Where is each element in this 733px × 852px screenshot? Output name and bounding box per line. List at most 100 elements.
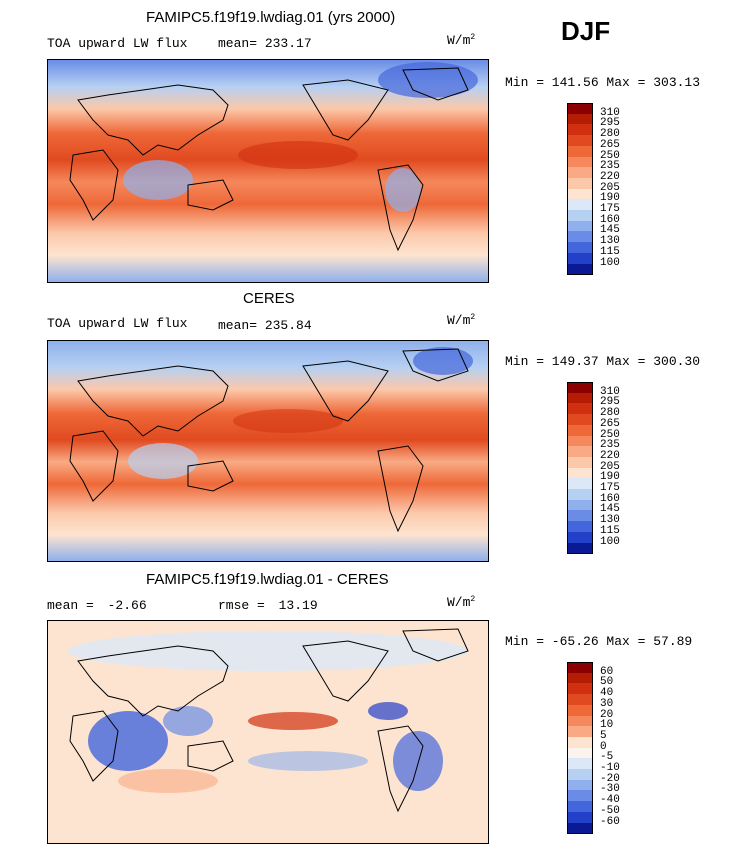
colorbar-cell [567, 124, 593, 136]
panel2-greenland-low [413, 347, 473, 375]
colorbar-cell [567, 790, 593, 802]
panel2-pacific-high [233, 409, 343, 433]
panel2-units-sup: 2 [470, 313, 476, 322]
colorbar-cell [567, 531, 593, 543]
colorbar-level-label: 265 [600, 417, 620, 430]
panel1-mean-label: mean= [218, 36, 258, 51]
panel2-title: CERES [243, 290, 295, 307]
panel3-mean-label: mean = [47, 598, 94, 613]
panel2-mean: mean= 235.84 [218, 318, 312, 333]
panel1-mean: mean= 233.17 [218, 36, 312, 51]
colorbar-cell [567, 467, 593, 479]
colorbar-cell [567, 736, 593, 749]
colorbar-cell [567, 188, 593, 200]
panel1-subtitle: TOA upward LW flux [47, 36, 188, 51]
colorbar-level-label: 10 [600, 719, 614, 732]
colorbar-level-label: 190 [600, 192, 620, 205]
colorbar-level-label: 205 [600, 460, 620, 473]
panel2-map [47, 340, 489, 562]
panel3-rmse: rmse = 13.19 [218, 598, 318, 613]
panel2-map-svg [48, 341, 488, 561]
colorbar-cell [567, 801, 593, 813]
panel1-map [47, 59, 489, 283]
panel3-rmse-value: 13.19 [278, 598, 318, 613]
colorbar-cell [567, 694, 593, 706]
panel1-units-sup: 2 [470, 33, 476, 42]
colorbar-level-label: 100 [600, 535, 620, 548]
panel3-central-low [368, 702, 408, 720]
colorbar-level-label: 295 [600, 117, 620, 130]
colorbar-level-label: 160 [600, 213, 620, 226]
panel1-minmax: Min = 141.56 Max = 303.13 [505, 75, 701, 90]
colorbar-cell [567, 113, 593, 125]
colorbar-cell [567, 662, 593, 674]
colorbar-cell [567, 199, 593, 211]
panel3-amazon-low [393, 731, 443, 791]
colorbar-level-label: -50 [600, 804, 620, 817]
colorbar-cell [567, 103, 593, 115]
panel2-mean-label: mean= [218, 318, 258, 333]
colorbar-level-label: -30 [600, 783, 620, 796]
colorbar-cell [567, 263, 593, 275]
colorbar-level-label: -40 [600, 794, 620, 807]
colorbar-cell [567, 231, 593, 243]
colorbar-cell [567, 435, 593, 447]
colorbar-level-label: 265 [600, 138, 620, 151]
panel1-maritime-low [123, 160, 193, 200]
colorbar-level-label: 250 [600, 149, 620, 162]
colorbar-level-label: 145 [600, 503, 620, 516]
panel3-indian-low [163, 706, 213, 736]
colorbar-level-label: 220 [600, 170, 620, 183]
panel1-pacific-high [238, 141, 358, 169]
panel1-mean-value: 233.17 [264, 36, 312, 51]
colorbar-cell [567, 521, 593, 533]
colorbar-level-label: 280 [600, 407, 620, 420]
colorbar-level-label: 130 [600, 235, 620, 248]
colorbar-cell [567, 392, 593, 404]
panel1-colorbar: 310 295 280 265 250 235 220 205 190 175 160 145 130 1… [567, 103, 637, 275]
colorbar-cell [567, 758, 593, 770]
colorbar-cell [567, 252, 593, 264]
colorbar-cell [567, 177, 593, 190]
colorbar-level-label: 220 [600, 449, 620, 462]
colorbar-cell [567, 167, 593, 179]
colorbar-cell [567, 489, 593, 501]
panel3-map [47, 620, 489, 844]
colorbar-level-label: 130 [600, 514, 620, 527]
colorbar-level-label: 280 [600, 128, 620, 141]
panel3-africa-low [88, 711, 168, 771]
panel2-field [48, 341, 488, 561]
panel2-units: W/m2 [447, 313, 475, 328]
colorbar-cell [567, 210, 593, 222]
colorbar-cell [567, 726, 593, 738]
colorbar-cell [567, 446, 593, 458]
colorbar-level-label: 175 [600, 482, 620, 494]
colorbar-level-label: 235 [600, 160, 620, 173]
panel1-coastlines [69, 67, 469, 252]
colorbar-level-label: 295 [600, 396, 620, 409]
colorbar-level-label: 250 [600, 428, 620, 441]
colorbar-level-label: 190 [600, 471, 620, 484]
colorbar-level-label: 115 [600, 245, 620, 258]
colorbar-cell [567, 478, 593, 490]
colorbar-cell [567, 542, 593, 554]
colorbar-level-label: 160 [600, 492, 620, 505]
panel2-coastlines [69, 348, 469, 533]
panel3-minmax: Min = -65.26 Max = 57.89 [505, 634, 693, 649]
colorbar-cell [567, 220, 593, 232]
panel2-colorbar: 310 295 280 265 250 235 220 205 190 175 160 145 130 1… [567, 382, 637, 554]
colorbar-level-label: 20 [600, 708, 614, 721]
colorbar-cell [567, 403, 593, 415]
colorbar-cell [567, 715, 593, 727]
colorbar-level-label: 310 [600, 106, 620, 119]
panel3-title: FAMIPC5.f19f19.lwdiag.01 - CERES [146, 571, 389, 588]
colorbar-level-label: 0 [600, 740, 607, 753]
colorbar-level-label: -10 [600, 762, 620, 774]
colorbar-cell [567, 747, 593, 759]
colorbar-cell [567, 769, 593, 781]
panel3-units: W/m2 [447, 595, 475, 610]
panel2-subtitle: TOA upward LW flux [47, 316, 188, 331]
colorbar-cell [567, 779, 593, 791]
panel2-maritime-low [128, 443, 198, 479]
panel3-mean: mean = -2.66 [47, 598, 147, 613]
